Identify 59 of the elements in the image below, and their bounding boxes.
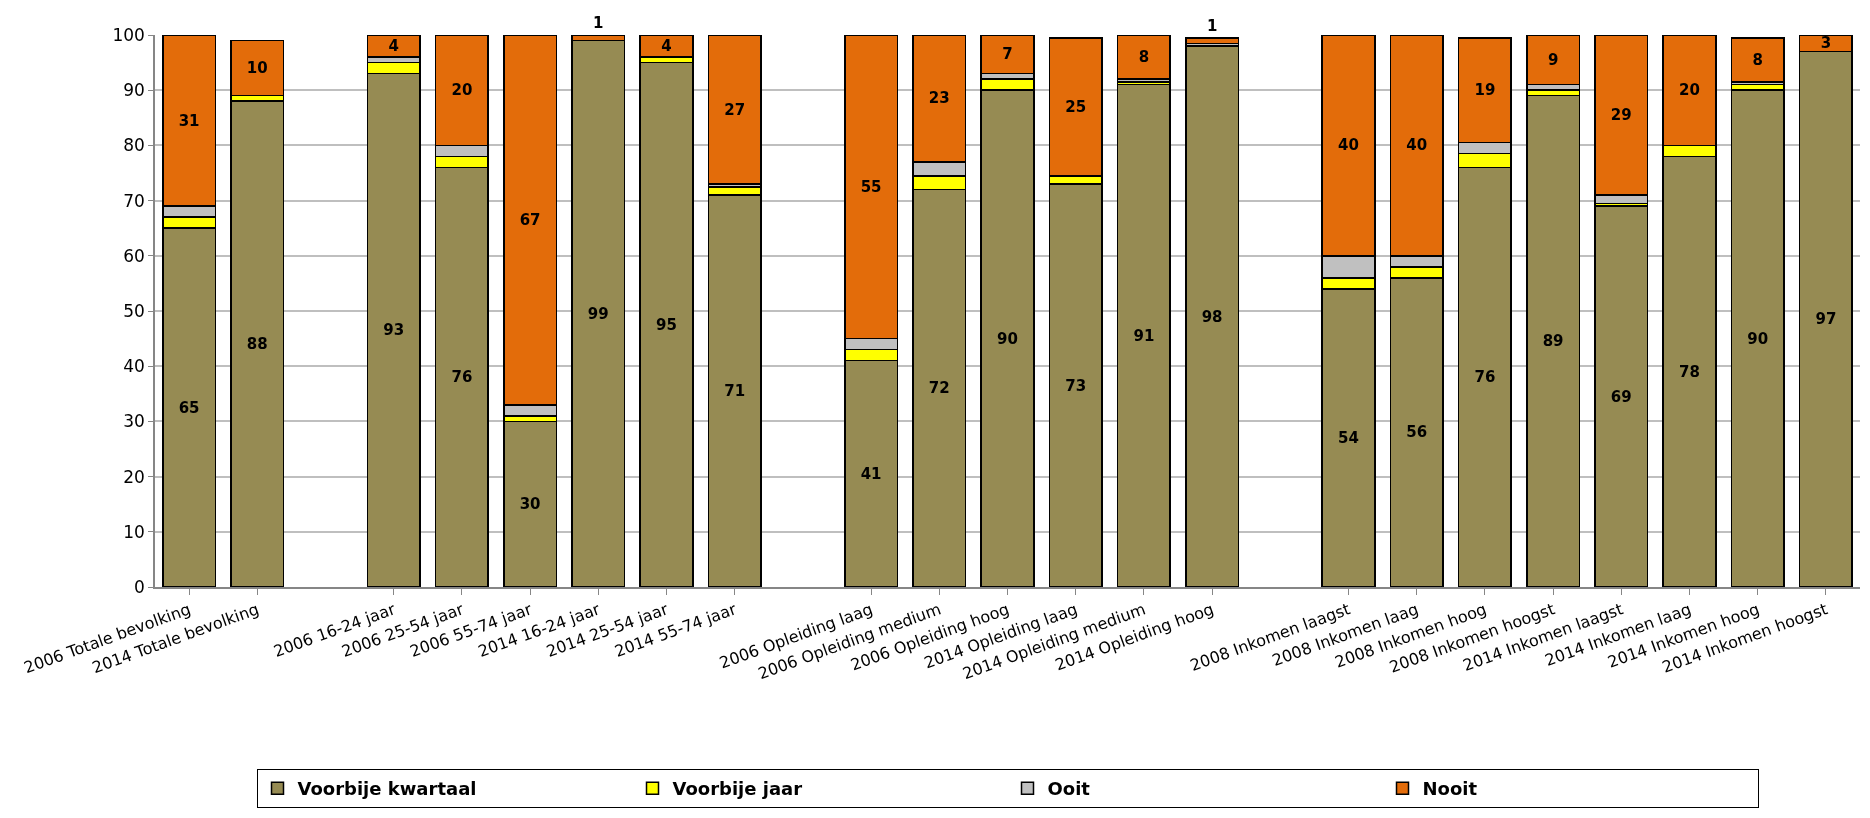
- data-label: 90: [997, 329, 1018, 348]
- y-tick-label: 20: [123, 466, 145, 487]
- data-label: 25: [1065, 97, 1087, 116]
- data-label: 27: [724, 100, 746, 119]
- y-tick-label: 40: [123, 356, 145, 377]
- data-label: 73: [1065, 376, 1087, 395]
- data-label: 4: [388, 37, 399, 56]
- data-label: 99: [587, 304, 609, 323]
- data-label: 8: [1138, 48, 1150, 67]
- data-label: 76: [451, 368, 473, 387]
- data-label: 40: [1406, 136, 1428, 155]
- data-label: 69: [1610, 387, 1632, 406]
- data-label: 78: [1679, 362, 1700, 381]
- data-label: 67: [519, 210, 541, 229]
- data-label: 1: [593, 14, 604, 32]
- data-label: 89: [1542, 332, 1564, 351]
- data-label: 30: [519, 495, 541, 514]
- data-label: 55: [860, 177, 882, 196]
- data-label: 7: [1002, 45, 1013, 64]
- y-tick-label: 10: [123, 521, 145, 542]
- data-label: 19: [1474, 81, 1496, 100]
- y-tick-label: 30: [123, 411, 145, 432]
- y-tick-label: 0: [134, 576, 145, 597]
- data-label: 41: [860, 464, 882, 483]
- data-label: 40: [1338, 136, 1359, 155]
- data-label: 56: [1406, 423, 1428, 442]
- data-label: 10: [246, 59, 268, 78]
- y-tick-label: 50: [123, 300, 145, 321]
- data-label: 90: [1747, 329, 1769, 348]
- legend-label: Nooit: [1422, 778, 1478, 800]
- y-tick-label: 100: [112, 24, 145, 45]
- y-tick-label: 90: [123, 80, 145, 101]
- y-tick-label: 80: [123, 135, 145, 156]
- data-label: 71: [724, 382, 746, 401]
- legend-label: Voorbije kwartaal: [297, 778, 477, 800]
- data-label: 23: [928, 89, 950, 108]
- data-label: 3: [1820, 34, 1832, 53]
- data-label: 1: [1206, 16, 1218, 35]
- legend-label: Ooit: [1047, 778, 1091, 800]
- legend-label: Voorbije jaar: [672, 778, 803, 800]
- y-tick-label: 60: [123, 245, 145, 266]
- data-label: 65: [178, 398, 200, 417]
- data-label: 20: [451, 81, 473, 100]
- data-label: 9: [1547, 50, 1559, 69]
- data-label: 29: [1610, 106, 1632, 125]
- data-label: 93: [383, 321, 405, 340]
- data-label: 97: [1815, 310, 1837, 329]
- y-tick-label: 70: [123, 190, 145, 211]
- data-label: 4: [661, 37, 672, 56]
- data-label: 72: [928, 379, 950, 398]
- data-label: 54: [1338, 428, 1359, 447]
- data-label: 88: [246, 335, 268, 354]
- data-label: 31: [178, 111, 200, 130]
- data-label: 95: [656, 315, 677, 334]
- data-label: 20: [1679, 81, 1700, 100]
- data-label: 8: [1752, 50, 1763, 69]
- data-label: 91: [1133, 326, 1155, 345]
- data-label: 98: [1201, 307, 1223, 326]
- data-label: 76: [1474, 368, 1496, 387]
